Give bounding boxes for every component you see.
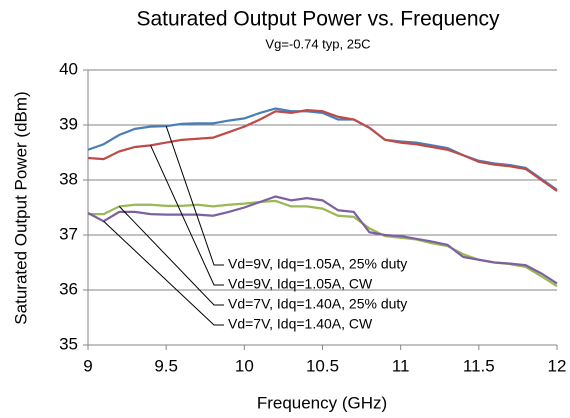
legend-label: Vd=9V, Idq=1.05A, 25% duty: [228, 256, 407, 272]
x-tick-label: 10: [235, 356, 254, 375]
y-tick-label: 40: [59, 59, 78, 78]
legend-label: Vd=7V, Idq=1.40A, 25% duty: [228, 296, 407, 312]
x-axis-label: Frequency (GHz): [257, 393, 387, 412]
x-tick-label: 9.5: [154, 356, 178, 375]
leader-line: [118, 206, 224, 306]
y-tick-label: 39: [59, 114, 78, 133]
leader-line: [103, 220, 224, 326]
legend-label: Vd=9V, Idq=1.05A, CW: [228, 276, 373, 292]
series-line: [87, 195, 558, 285]
x-tick-label: 12: [548, 356, 567, 375]
leader-line: [150, 145, 224, 286]
y-tick-label: 35: [59, 334, 78, 353]
chart-title: Saturated Output Power vs. Frequency: [136, 8, 500, 31]
chart-subtitle: Vg=-0.74 typ, 25C: [265, 36, 370, 51]
x-tick-label: 10.5: [306, 356, 339, 375]
y-axis-label: Saturated Output Power (dBm): [11, 91, 30, 324]
x-tick-label: 11: [392, 356, 410, 375]
legend-label: Vd=7V, Idq=1.40A, CW: [228, 316, 373, 332]
series-line: [87, 109, 558, 192]
x-tick-label: 11.5: [463, 356, 495, 375]
leader-line: [165, 125, 224, 266]
series-line: [87, 107, 558, 191]
y-tick-label: 37: [59, 224, 78, 243]
y-tick-label: 38: [59, 169, 78, 188]
x-tick-label: 9: [83, 356, 92, 375]
y-tick-label: 36: [59, 279, 78, 298]
